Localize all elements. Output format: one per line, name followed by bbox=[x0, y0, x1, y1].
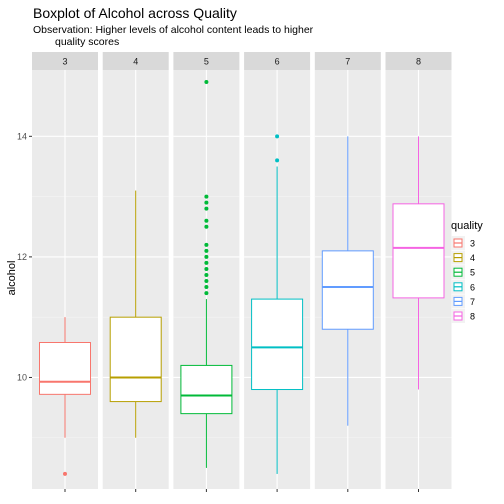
outlier-point bbox=[204, 224, 209, 229]
outlier-point bbox=[204, 291, 209, 296]
strip-label: 3 bbox=[62, 57, 67, 67]
legend-item-6: 6 bbox=[451, 279, 475, 294]
strip-background bbox=[244, 52, 311, 70]
facet-panel-7: 7 bbox=[314, 52, 381, 492]
outlier-point bbox=[204, 260, 209, 265]
y-axis-title: alcohol bbox=[6, 261, 18, 296]
strip-background bbox=[385, 52, 452, 70]
strip-background bbox=[32, 52, 98, 70]
outlier-point bbox=[204, 248, 209, 253]
legend-label: 8 bbox=[470, 312, 475, 322]
outlier-point bbox=[204, 272, 209, 277]
facet-panel-5: 5 bbox=[173, 52, 240, 492]
box-iqr bbox=[251, 298, 304, 391]
strip-background bbox=[173, 52, 240, 70]
outlier-point bbox=[275, 134, 280, 139]
outlier-point bbox=[204, 242, 209, 247]
box-iqr bbox=[39, 342, 91, 395]
legend-item-7: 7 bbox=[451, 294, 475, 309]
outlier-point bbox=[204, 266, 209, 271]
box-iqr bbox=[392, 203, 445, 299]
facet-panel-6: 6 bbox=[244, 52, 311, 492]
legend-label: 4 bbox=[470, 253, 475, 263]
strip-background bbox=[314, 52, 381, 70]
strip-background bbox=[102, 52, 169, 70]
strip-label: 6 bbox=[275, 57, 280, 67]
legend-label: 3 bbox=[470, 239, 475, 249]
box-iqr bbox=[321, 250, 374, 330]
facet-panel-8: 8 bbox=[385, 52, 452, 492]
outlier-point bbox=[204, 285, 209, 290]
box-iqr bbox=[109, 316, 162, 403]
strip-label: 8 bbox=[416, 57, 421, 67]
strip-label: 5 bbox=[204, 57, 209, 67]
y-tick-label: 12 bbox=[17, 252, 27, 262]
outlier-point bbox=[204, 80, 209, 85]
strip-label: 7 bbox=[345, 57, 350, 67]
y-tick-label: 10 bbox=[17, 372, 27, 382]
facet-panel-3: 3 bbox=[32, 52, 98, 492]
legend-title: quality bbox=[451, 220, 483, 232]
outlier-point bbox=[275, 158, 280, 163]
facet-panel-4: 4 bbox=[102, 52, 169, 492]
legend-label: 5 bbox=[470, 268, 475, 278]
outlier-point bbox=[204, 279, 209, 284]
outlier-point bbox=[204, 218, 209, 223]
legend-item-3: 3 bbox=[451, 236, 475, 250]
box-iqr bbox=[180, 364, 233, 415]
legend-item-8: 8 bbox=[451, 309, 475, 323]
legend-item-4: 4 bbox=[451, 250, 475, 265]
chart-title: Boxplot of Alcohol across Quality bbox=[33, 5, 237, 21]
facet-panels: 3 4 5 6 7 8 bbox=[32, 52, 452, 492]
outlier-point bbox=[204, 206, 209, 211]
chart-subtitle-line-1: Observation: Higher levels of alcohol co… bbox=[33, 24, 314, 36]
legend-item-5: 5 bbox=[451, 265, 475, 280]
outlier-point bbox=[204, 254, 209, 259]
legend-label: 6 bbox=[470, 282, 475, 292]
y-tick-label: 14 bbox=[17, 131, 27, 141]
chart-subtitle-line-2: quality scores bbox=[55, 36, 119, 48]
outlier-point bbox=[204, 200, 209, 205]
y-axis: 10 12 14 bbox=[17, 131, 32, 382]
strip-label: 4 bbox=[133, 57, 138, 67]
legend: 3 4 5 6 7 8 bbox=[451, 236, 475, 323]
outlier-point bbox=[63, 471, 67, 476]
legend-label: 7 bbox=[470, 297, 475, 307]
outlier-point bbox=[204, 194, 209, 199]
